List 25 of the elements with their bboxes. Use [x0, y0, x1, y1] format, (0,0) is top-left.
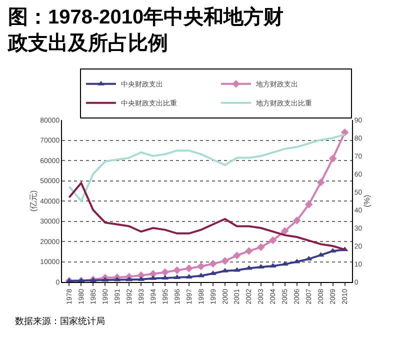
point	[234, 267, 240, 272]
point	[280, 227, 289, 235]
point	[185, 264, 193, 272]
point	[222, 268, 228, 272]
y2-axis-title: (%)	[362, 194, 372, 208]
point	[221, 257, 229, 265]
point	[292, 216, 301, 224]
point	[233, 252, 241, 260]
source-note: 数据来源：国家统计局	[15, 316, 105, 326]
point	[149, 270, 157, 278]
point	[209, 260, 217, 268]
point	[245, 247, 253, 255]
point	[269, 236, 277, 244]
y-axis-title: (亿元)	[28, 190, 38, 212]
point	[198, 272, 204, 278]
point	[316, 178, 325, 186]
point	[328, 154, 337, 162]
chart-title: 图：1978-2010年中央和地方财政支出及所占比例	[7, 6, 284, 55]
point	[257, 243, 265, 252]
point	[197, 262, 205, 270]
point	[174, 274, 180, 280]
point	[186, 274, 192, 278]
point	[161, 268, 169, 276]
point	[173, 266, 181, 274]
point	[304, 200, 313, 208]
